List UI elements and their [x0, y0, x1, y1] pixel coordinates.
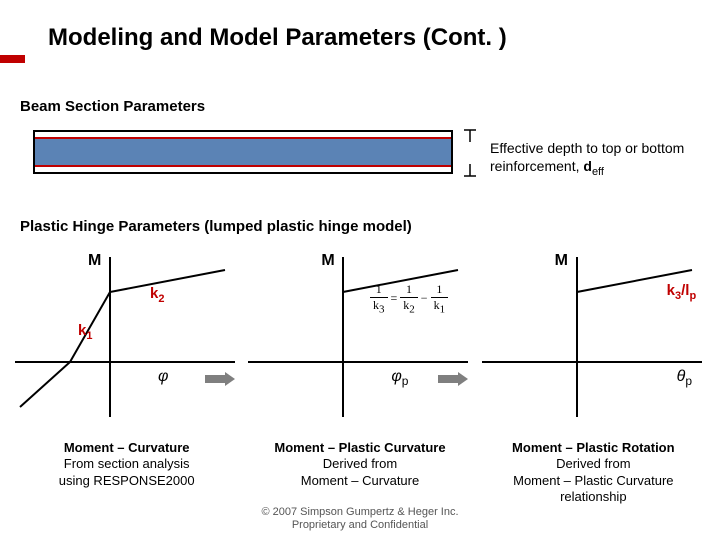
plot2-svg [243, 252, 476, 422]
caption-1-rest: From section analysis using RESPONSE2000 [59, 456, 195, 487]
footer-line2: Proprietary and Confidential [292, 519, 428, 531]
depth-label: Effective depth to top or bottom reinfor… [490, 140, 700, 179]
plot3-xlabel: θp [677, 368, 692, 386]
section-heading-hinge: Plastic Hinge Parameters (lumped plastic… [20, 218, 412, 235]
plot-moment-plastic-curvature: M φp [243, 252, 476, 422]
beam-section-diagram [33, 130, 453, 174]
plot1-k1: k1 [78, 322, 92, 342]
depth-label-line1: Effective depth to top or bottom [490, 140, 684, 156]
page-title: Modeling and Model Parameters (Cont. ) [48, 24, 507, 52]
plot2-xlabel: φp [391, 368, 408, 386]
plot3-ylabel: M [555, 252, 568, 270]
arrow-2 [438, 372, 468, 386]
plot3-slope: k3/lp [667, 282, 697, 302]
arrow-1 [205, 372, 235, 386]
caption-row: Moment – Curvature From section analysis… [10, 440, 710, 505]
caption-1: Moment – Curvature From section analysis… [10, 440, 243, 505]
caption-2: Moment – Plastic Curvature Derived from … [243, 440, 476, 505]
depth-symbol-sub: eff [592, 165, 604, 177]
caption-1-title: Moment – Curvature [64, 440, 190, 455]
plot-moment-curvature: M k2 k1 φ [10, 252, 243, 422]
footer-line1: © 2007 Simpson Gumpertz & Heger Inc. [261, 506, 458, 518]
section-heading-beam: Beam Section Parameters [20, 98, 205, 115]
plot2-ylabel: M [321, 252, 334, 270]
caption-3-title: Moment – Plastic Rotation [512, 440, 675, 455]
depth-symbol: d [583, 158, 592, 174]
plot1-ylabel: M [88, 252, 101, 270]
caption-2-title: Moment – Plastic Curvature [274, 440, 445, 455]
plot1-xlabel: φ [158, 368, 168, 386]
rebar-bottom [35, 165, 451, 167]
caption-2-rest: Derived from Moment – Curvature [301, 456, 420, 487]
plot1-k2: k2 [150, 285, 164, 305]
depth-bracket [462, 128, 482, 178]
beam-fill [35, 138, 451, 166]
caption-3-rest: Derived from Moment – Plastic Curvature … [513, 456, 673, 504]
plot-row: M k2 k1 φ M φp M k3/lp θp [10, 252, 710, 422]
accent-bar [0, 55, 25, 63]
plot1-svg [10, 252, 243, 422]
formula-k3: 1=1−1 k3k2k1 [370, 282, 448, 315]
depth-label-line2-prefix: reinforcement, [490, 158, 583, 174]
caption-3: Moment – Plastic Rotation Derived from M… [477, 440, 710, 505]
rebar-top [35, 137, 451, 139]
plot-moment-plastic-rotation: M k3/lp θp [477, 252, 710, 422]
footer: © 2007 Simpson Gumpertz & Heger Inc. Pro… [0, 506, 720, 532]
plot3-svg [477, 252, 710, 422]
